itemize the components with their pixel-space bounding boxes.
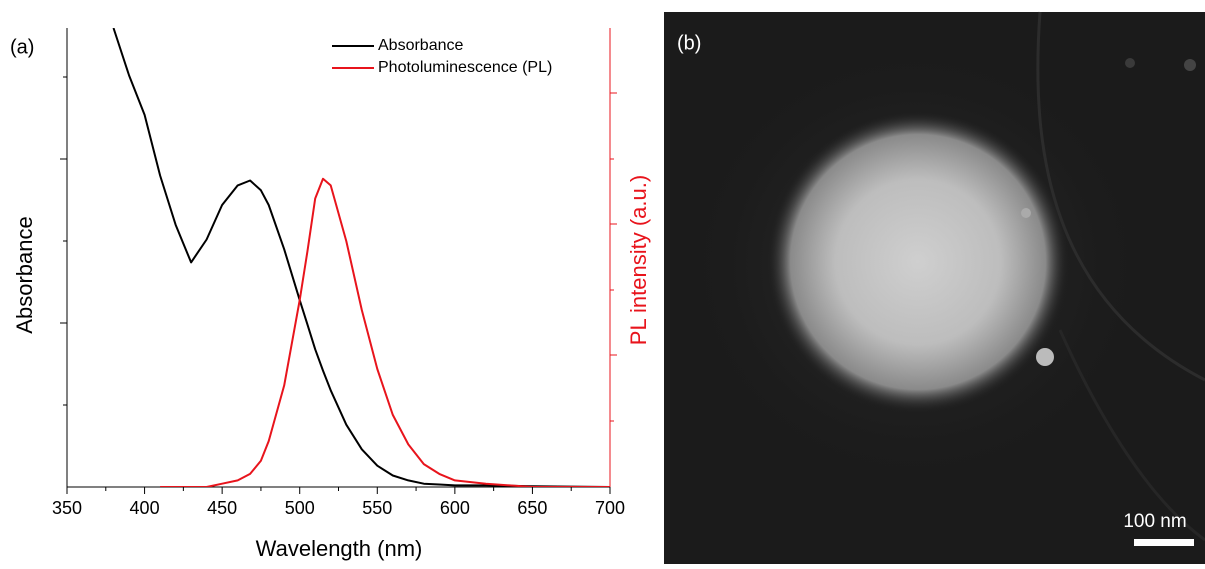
micrograph: (b) 100 nm [664, 11, 1205, 564]
x-tick-label: 600 [440, 498, 470, 518]
plot-area [112, 28, 610, 487]
film-edge [1058, 329, 1205, 542]
speck [1184, 59, 1196, 71]
series-line [112, 28, 610, 487]
x-tick-label: 350 [52, 498, 82, 518]
scale-bar [1134, 539, 1194, 546]
x-axis-title: Wavelength (nm) [256, 536, 423, 561]
panel-label: (a) [10, 36, 34, 58]
x-tick-label: 400 [130, 498, 160, 518]
particle [768, 112, 1068, 412]
small-particle [1036, 348, 1054, 366]
y-axis-ticks [60, 76, 67, 406]
legend-label: Photoluminescence (PL) [378, 59, 552, 76]
y-axis-title: Absorbance [12, 216, 37, 333]
series-line [160, 177, 610, 487]
small-particle [1021, 208, 1031, 218]
y2-axis-title: PL intensity (a.u.) [626, 175, 651, 345]
x-tick-label: 650 [517, 498, 547, 518]
legend-label: Absorbance [378, 37, 463, 54]
x-tick-label: 500 [285, 498, 315, 518]
scale-bar-label: 100 nm [1123, 511, 1186, 532]
speck [1125, 58, 1135, 68]
x-tick-label: 700 [595, 498, 625, 518]
panel-label: (b) [677, 32, 701, 54]
y2-axis-ticks [610, 92, 617, 422]
x-tick-label: 550 [362, 498, 392, 518]
x-tick-label: 450 [207, 498, 237, 518]
